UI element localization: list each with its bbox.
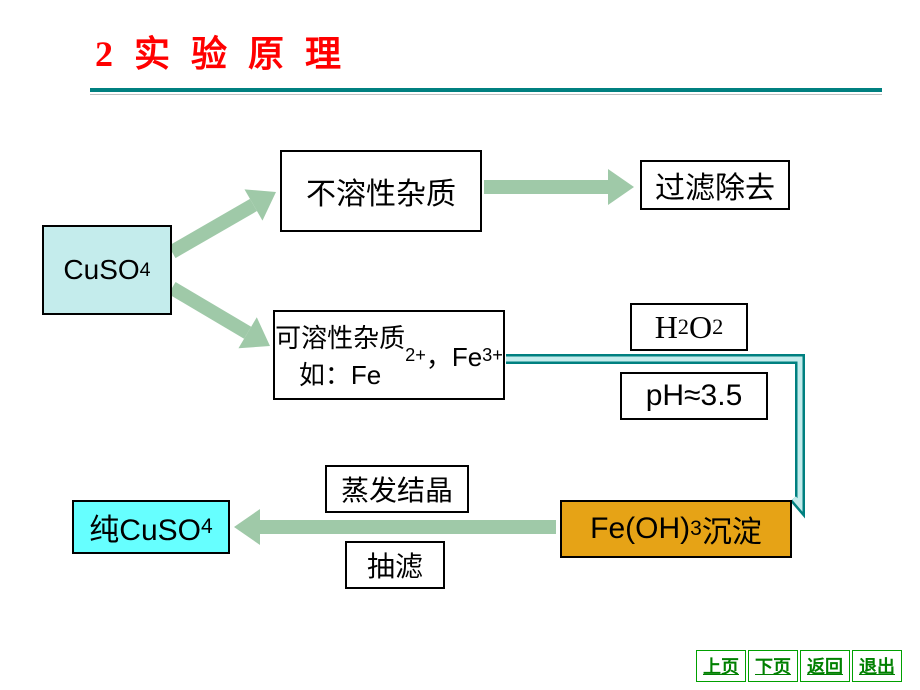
nav-exit[interactable]: 退出 — [852, 650, 902, 682]
nav-back[interactable]: 返回 — [800, 650, 850, 682]
node-suction: 抽滤 — [345, 541, 445, 589]
node-ph: pH≈3.5 — [620, 372, 768, 420]
node-feoh3: Fe(OH)3沉淀 — [560, 500, 792, 558]
node-cuso4: CuSO4 — [42, 225, 172, 315]
node-soluble: 可溶性杂质如：Fe2+，Fe3+ — [273, 310, 505, 400]
node-evap: 蒸发结晶 — [325, 465, 469, 513]
node-h2o2: H2O2 — [630, 303, 748, 351]
nav-prev[interactable]: 上页 — [696, 650, 746, 682]
node-insoluble: 不溶性杂质 — [280, 150, 482, 232]
node-filter: 过滤除去 — [640, 160, 790, 210]
nav-bar: 上页 下页 返回 退出 — [694, 650, 902, 682]
nav-next[interactable]: 下页 — [748, 650, 798, 682]
node-pure: 纯CuSO4 — [72, 500, 230, 554]
